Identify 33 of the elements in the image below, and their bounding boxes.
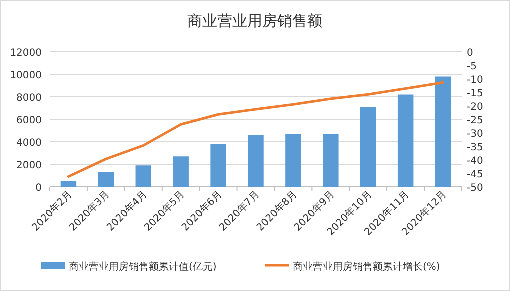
y2-tick-label: -35 bbox=[467, 142, 484, 154]
y2-tick-label: 0 bbox=[467, 48, 474, 59]
bar bbox=[360, 107, 376, 187]
y2-tick-label: -30 bbox=[467, 129, 484, 140]
bar bbox=[136, 166, 152, 187]
y2-tick-label: -40 bbox=[467, 156, 484, 167]
bar bbox=[435, 76, 452, 187]
line-series bbox=[67, 82, 445, 178]
bar bbox=[323, 134, 339, 187]
y-tick-label: 10000 bbox=[10, 70, 42, 82]
chart-title: 商业营业用房销售额 bbox=[188, 12, 322, 30]
bar bbox=[98, 172, 114, 187]
y2-tick-label: -20 bbox=[467, 102, 484, 113]
bar bbox=[398, 94, 414, 187]
y2-tick-label: -5 bbox=[467, 62, 477, 72]
y2-tick-label: -25 bbox=[467, 116, 484, 126]
bar bbox=[173, 156, 189, 187]
bar bbox=[248, 135, 264, 187]
y-tick-label: 6000 bbox=[16, 116, 42, 126]
bar bbox=[210, 144, 226, 187]
bar bbox=[60, 181, 77, 187]
y2-tick-label: -15 bbox=[467, 88, 484, 100]
legend-label: 商业营业用房销售额累计增长(%) bbox=[293, 261, 440, 273]
y2-tick-label: -45 bbox=[467, 170, 484, 180]
y2-tick-label: -10 bbox=[467, 75, 484, 86]
y-tick-label: 4000 bbox=[16, 138, 42, 149]
y-tick-label: 12000 bbox=[10, 48, 42, 59]
bar bbox=[286, 134, 302, 187]
y-tick-label: 8000 bbox=[16, 93, 42, 104]
y-tick-label: 0 bbox=[36, 183, 42, 194]
y-tick-label: 2000 bbox=[16, 160, 42, 172]
y2-tick-label: -50 bbox=[467, 183, 484, 194]
legend-label: 商业营业用房销售额累计值(亿元) bbox=[69, 261, 217, 273]
